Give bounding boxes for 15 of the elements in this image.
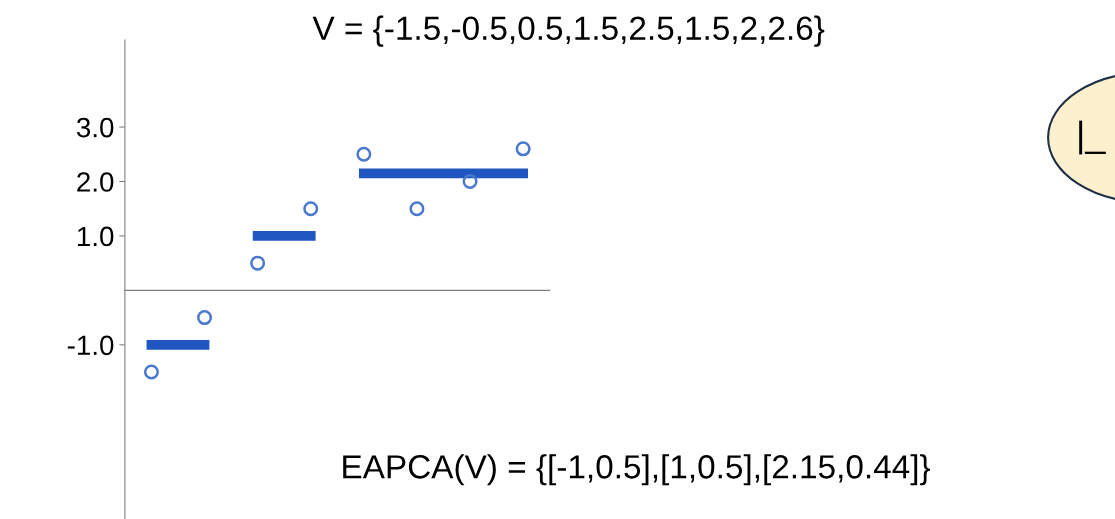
point bbox=[356, 146, 372, 162]
y-tick-label: 1.0 bbox=[77, 226, 114, 247]
y-tick-label: 2.0 bbox=[77, 172, 114, 192]
point bbox=[250, 255, 266, 271]
point bbox=[143, 364, 159, 380]
y-tick-label: -1.0 bbox=[67, 335, 114, 356]
point bbox=[462, 174, 478, 189]
point bbox=[409, 201, 425, 217]
chart-title: V = {-1.5,-0.5,0.5,1.5,2.5,1.5,2,2.6} bbox=[312, 15, 825, 47]
text: |_ bbox=[1079, 120, 1106, 155]
annotation: EAPCA(V) = {[-1,0.5],[1,0.5],[2.15,0.44]} bbox=[343, 454, 931, 486]
point bbox=[197, 310, 213, 326]
y-tick-label: 3.0 bbox=[76, 117, 114, 138]
point bbox=[303, 201, 319, 217]
point bbox=[515, 141, 531, 157]
